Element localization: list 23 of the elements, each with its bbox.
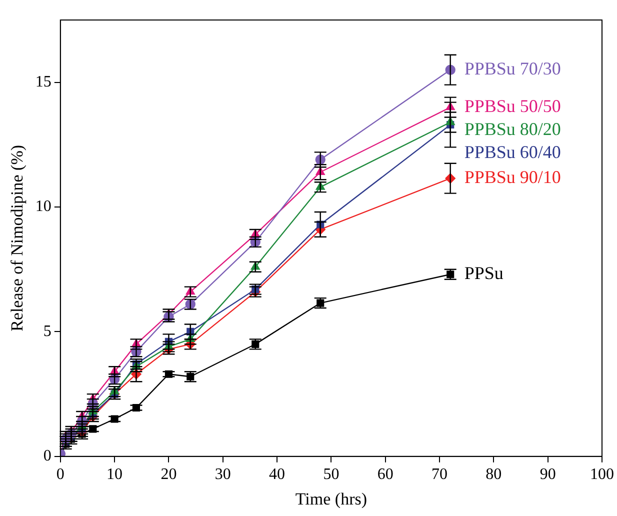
- series-label: PPBSu 60/40: [464, 142, 561, 162]
- y-tick-label: 0: [43, 448, 52, 465]
- x-tick-label: 30: [214, 466, 231, 484]
- x-tick-label: 60: [377, 466, 394, 484]
- series-label: PPBSu 80/20: [464, 119, 561, 140]
- x-tick-label: 40: [269, 466, 286, 484]
- x-tick-label: 90: [540, 466, 556, 484]
- x-tick-label: 70: [432, 466, 448, 484]
- x-axis-title: Time (hrs): [295, 489, 368, 508]
- series-label: PPBSu 90/10: [464, 167, 561, 188]
- x-tick-label: 80: [486, 466, 502, 484]
- series-label: PPBSu 70/30: [464, 58, 561, 79]
- y-tick-label: 5: [43, 322, 52, 340]
- x-tick-label: 0: [56, 466, 64, 484]
- y-axis-title: Release of Nimodipine (%): [8, 144, 27, 332]
- y-tick-label: 15: [35, 74, 52, 91]
- x-tick-label: 20: [160, 466, 177, 484]
- y-tick-label: 10: [35, 198, 52, 216]
- series-label: PPSu: [464, 263, 504, 284]
- x-tick-label: 100: [590, 466, 614, 484]
- x-tick-label: 10: [106, 466, 123, 484]
- series-label: PPBSu 50/50: [464, 96, 561, 116]
- x-tick-label: 50: [323, 466, 340, 484]
